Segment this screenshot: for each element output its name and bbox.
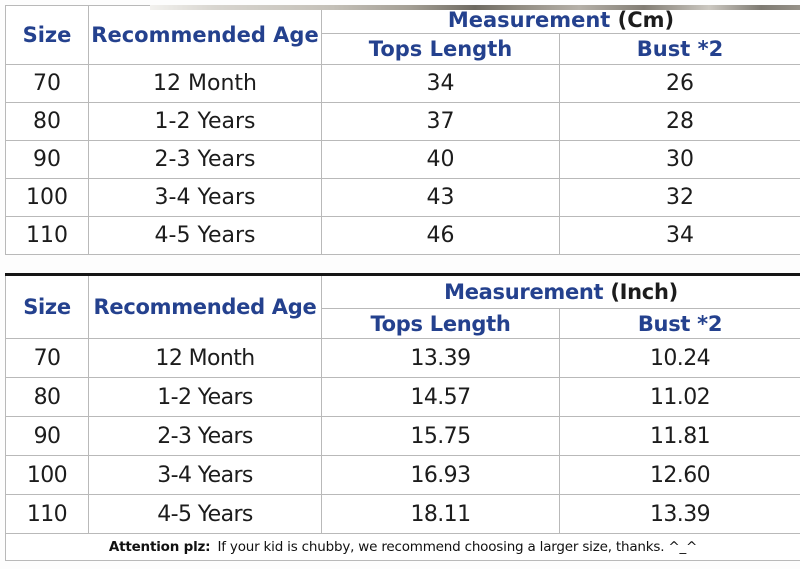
cm-size-value: 100 bbox=[6, 179, 89, 217]
inch-bust-value: 11.81 bbox=[560, 417, 800, 456]
cm-bust-value: 34 bbox=[560, 217, 800, 255]
cm-header-size: Size bbox=[6, 6, 89, 65]
cm-age-value: 1-2 Years bbox=[89, 103, 322, 141]
inch-header-bust: Bust *2 bbox=[560, 309, 800, 339]
inch-age-value: 4-5 Years bbox=[89, 495, 322, 534]
inch-header-measurement-group: Measurement (Inch) bbox=[322, 275, 800, 309]
table-row: 70 12 Month 34 26 bbox=[6, 65, 800, 103]
inch-size-value: 90 bbox=[6, 417, 89, 456]
inch-tops-value: 13.39 bbox=[322, 339, 560, 378]
cm-size-value: 80 bbox=[6, 103, 89, 141]
table-row: 100 3-4 Years 16.93 12.60 bbox=[6, 456, 800, 495]
inch-age-value: 3-4 Years bbox=[89, 456, 322, 495]
cm-age-value: 3-4 Years bbox=[89, 179, 322, 217]
cm-tops-value: 37 bbox=[322, 103, 560, 141]
table-row: 110 4-5 Years 18.11 13.39 bbox=[6, 495, 800, 534]
cm-tops-value: 34 bbox=[322, 65, 560, 103]
inch-size-value: 80 bbox=[6, 378, 89, 417]
inch-header-row-1: Size Recommended Age Measurement (Inch) bbox=[6, 275, 800, 309]
inch-measurement-label: Measurement bbox=[444, 280, 603, 304]
inch-tops-value: 16.93 bbox=[322, 456, 560, 495]
cm-header-tops-length: Tops Length bbox=[322, 34, 560, 65]
cm-bust-value: 28 bbox=[560, 103, 800, 141]
table-separator-gap bbox=[0, 255, 800, 273]
inch-size-value: 110 bbox=[6, 495, 89, 534]
cm-tops-value: 43 bbox=[322, 179, 560, 217]
inch-tops-value: 15.75 bbox=[322, 417, 560, 456]
inch-size-table: Size Recommended Age Measurement (Inch) … bbox=[5, 273, 800, 561]
cm-measurement-label: Measurement bbox=[448, 8, 610, 32]
cm-size-value: 110 bbox=[6, 217, 89, 255]
cm-header-recommended-age: Recommended Age bbox=[89, 6, 322, 65]
table-row: 110 4-5 Years 46 34 bbox=[6, 217, 800, 255]
inch-tops-value: 14.57 bbox=[322, 378, 560, 417]
inch-bust-value: 11.02 bbox=[560, 378, 800, 417]
cm-size-value: 90 bbox=[6, 141, 89, 179]
table-row: 80 1-2 Years 37 28 bbox=[6, 103, 800, 141]
cm-size-table: Size Recommended Age Measurement (Cm) To… bbox=[5, 5, 800, 255]
table-row: 90 2-3 Years 15.75 11.81 bbox=[6, 417, 800, 456]
cm-age-value: 4-5 Years bbox=[89, 217, 322, 255]
inch-bust-value: 13.39 bbox=[560, 495, 800, 534]
cm-tops-value: 40 bbox=[322, 141, 560, 179]
table-row: 80 1-2 Years 14.57 11.02 bbox=[6, 378, 800, 417]
inch-age-value: 1-2 Years bbox=[89, 378, 322, 417]
inch-size-value: 100 bbox=[6, 456, 89, 495]
cm-tops-value: 46 bbox=[322, 217, 560, 255]
attention-note: Attention plz: If your kid is chubby, we… bbox=[6, 534, 800, 561]
cm-age-value: 12 Month bbox=[89, 65, 322, 103]
inch-age-value: 2-3 Years bbox=[89, 417, 322, 456]
inch-header-recommended-age: Recommended Age bbox=[89, 275, 322, 339]
table-row: 90 2-3 Years 40 30 bbox=[6, 141, 800, 179]
inch-header-tops-length: Tops Length bbox=[322, 309, 560, 339]
inch-bust-value: 10.24 bbox=[560, 339, 800, 378]
inch-size-value: 70 bbox=[6, 339, 89, 378]
inch-tops-value: 18.11 bbox=[322, 495, 560, 534]
cm-bust-value: 30 bbox=[560, 141, 800, 179]
cm-header-bust: Bust *2 bbox=[560, 34, 800, 65]
inch-age-value: 12 Month bbox=[89, 339, 322, 378]
cm-bust-value: 32 bbox=[560, 179, 800, 217]
table-row: 100 3-4 Years 43 32 bbox=[6, 179, 800, 217]
inch-header-size: Size bbox=[6, 275, 89, 339]
table-row: 70 12 Month 13.39 10.24 bbox=[6, 339, 800, 378]
cm-age-value: 2-3 Years bbox=[89, 141, 322, 179]
attention-note-text: If your kid is chubby, we recommend choo… bbox=[213, 539, 697, 555]
cm-bust-value: 26 bbox=[560, 65, 800, 103]
inch-measurement-unit: (Inch) bbox=[610, 280, 678, 304]
cm-size-value: 70 bbox=[6, 65, 89, 103]
product-photo-edge-remnant bbox=[150, 5, 800, 10]
attention-note-lead: Attention plz: bbox=[109, 539, 211, 555]
cm-measurement-unit: (Cm) bbox=[618, 8, 675, 32]
attention-row: Attention plz: If your kid is chubby, we… bbox=[6, 534, 800, 561]
size-chart-image: { "colors": { "header_blue": "#24418e", … bbox=[0, 5, 800, 569]
inch-bust-value: 12.60 bbox=[560, 456, 800, 495]
